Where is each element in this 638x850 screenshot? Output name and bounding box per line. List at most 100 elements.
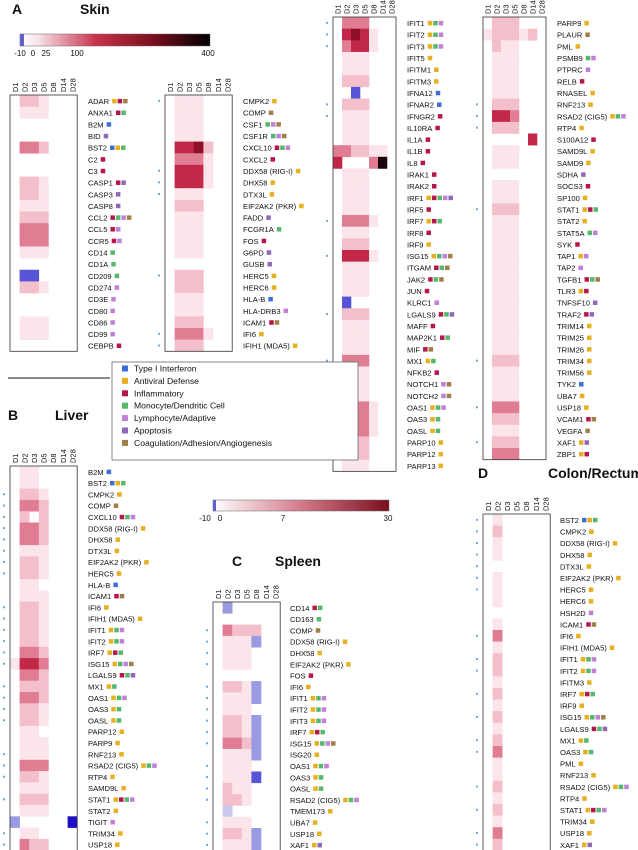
heatmap-cell [19, 567, 30, 580]
heatmap-cell [38, 590, 49, 602]
heatmap-cell [360, 261, 370, 274]
heatmap-cell [492, 51, 502, 64]
category-marker [438, 44, 444, 49]
heatmap-cell [501, 378, 511, 391]
heatmap-cell [510, 98, 520, 111]
heatmap-cell [174, 176, 185, 189]
heatmap-cell [360, 75, 370, 88]
heatmap-panel: A Skin D1 D2 D3 D5 D8 D14 D28 ADAR ANXA1 B2M BID BST2… [9, 1, 132, 352]
column-label: D8 [49, 453, 58, 463]
row-label: PARP12 [88, 728, 117, 737]
category-marker [587, 842, 592, 848]
category-marker [112, 98, 117, 104]
category-marker [114, 285, 120, 290]
heatmap-cell [351, 191, 361, 204]
row-label: PML [560, 760, 576, 769]
row-label: IFITM3 [560, 678, 584, 687]
row-label: ISG15 [290, 739, 312, 748]
heatmap-cell [360, 133, 370, 146]
heatmap-cell [29, 624, 40, 636]
heatmap-cell [351, 238, 361, 251]
heatmap-cell [38, 714, 49, 727]
category-marker [270, 180, 275, 185]
heatmap-cell [19, 827, 30, 840]
heatmap-cell [492, 757, 503, 770]
heatmap-cell [492, 401, 502, 414]
heatmap-cell [193, 223, 204, 236]
category-marker [125, 673, 130, 678]
category-marker [590, 149, 595, 154]
heatmap-cell [501, 296, 511, 309]
heatmap-cell [232, 726, 243, 738]
column-label: D3 [352, 4, 361, 14]
category-marker [586, 657, 591, 662]
row-label: OASL [407, 427, 427, 436]
category-marker [587, 680, 592, 685]
heatmap-cell [492, 238, 502, 251]
heatmap-cell [29, 141, 40, 154]
row-label: ISG15 [88, 660, 110, 669]
heatmap-cell [360, 424, 370, 437]
heatmap-cell [492, 145, 502, 158]
heatmap-cell [222, 703, 233, 716]
heatmap-cell [241, 816, 252, 829]
heatmap-cell [369, 401, 379, 414]
star-marker [476, 115, 478, 118]
row-label: ANXA1 [88, 109, 113, 118]
category-marker [316, 718, 321, 724]
category-marker [118, 650, 123, 655]
category-marker [144, 560, 149, 565]
category-marker [445, 335, 450, 340]
row-label: CASP1 [88, 179, 113, 188]
heatmap-cell [501, 180, 511, 193]
star-marker [3, 696, 5, 699]
heatmap-cell [492, 827, 503, 840]
heatmap-cell [203, 141, 214, 154]
category-marker [579, 703, 584, 708]
heatmap-cell [241, 839, 252, 850]
heatmap-cell [492, 653, 503, 666]
heatmap-cell [501, 343, 511, 356]
heatmap-cell [29, 725, 40, 738]
heatmap-cell [184, 118, 195, 131]
column-label: D5 [195, 82, 204, 92]
category-marker [437, 218, 442, 224]
row-label: DDX58 (RIG-I) [290, 638, 340, 647]
heatmap-cell [184, 176, 195, 189]
category-marker [586, 416, 591, 422]
category-marker [268, 296, 273, 302]
category-marker [312, 820, 318, 825]
category-marker [430, 405, 435, 410]
category-marker [115, 537, 120, 542]
star-marker [476, 716, 478, 718]
heatmap-cell [492, 815, 503, 828]
row-label: PARP12 [407, 450, 436, 459]
category-marker [582, 796, 587, 801]
column-label: D1 [334, 4, 343, 14]
heatmap-cell [203, 153, 214, 166]
heatmap-cell [184, 328, 195, 340]
panel-title: Skin [80, 1, 110, 17]
category-marker [121, 110, 126, 116]
heatmap-cell [29, 556, 40, 568]
category-marker [317, 831, 322, 837]
column-label: D3 [502, 4, 511, 14]
heatmap-cell [510, 319, 520, 332]
heatmap-cell [232, 715, 243, 727]
category-marker [314, 741, 320, 746]
category-marker [624, 784, 629, 790]
row-label: DTX3L [243, 190, 267, 199]
category-marker [115, 215, 121, 220]
star-marker [3, 504, 5, 507]
heatmap-cell [174, 328, 185, 340]
column-label: D28 [388, 0, 397, 14]
category-marker [152, 763, 157, 768]
heatmap-cell [193, 129, 204, 142]
heatmap-cell [492, 746, 503, 758]
row-label: PTPRC [557, 66, 583, 75]
category-marker [427, 55, 433, 61]
heatmap-cell [342, 354, 352, 367]
star-marker [158, 274, 160, 277]
row-label: BID [88, 132, 101, 141]
